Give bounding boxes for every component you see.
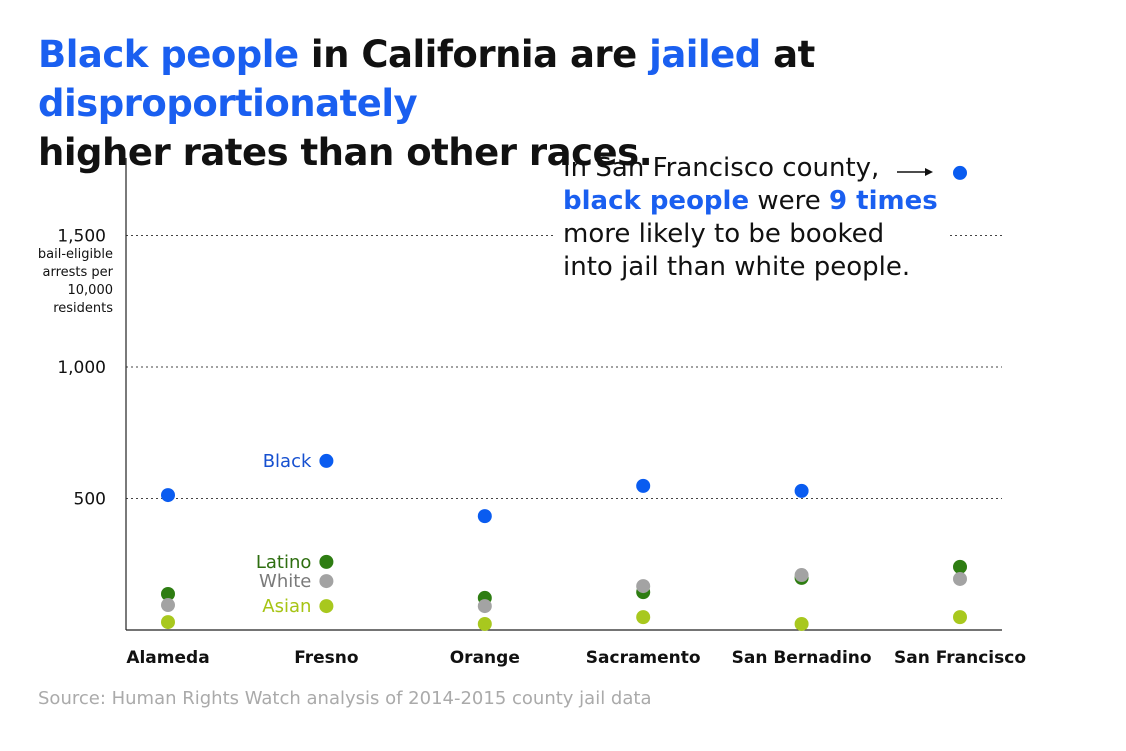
- x-tick-label: San Francisco: [894, 648, 1026, 668]
- data-point-asian: [636, 610, 651, 625]
- title-part: Black people: [38, 33, 299, 76]
- data-point-latino: [319, 554, 334, 569]
- x-tick-label: Sacramento: [586, 648, 701, 668]
- data-point-black: [319, 453, 334, 468]
- data-point-white: [636, 579, 651, 594]
- annotation-line: In San Francisco county,: [563, 153, 880, 183]
- y-axis-label: bail-eligible: [38, 247, 113, 262]
- x-tick-label: Orange: [450, 648, 520, 668]
- data-point-white: [794, 568, 809, 583]
- arrow-head-icon: [925, 168, 933, 176]
- data-point-asian: [319, 599, 334, 614]
- data-point-black: [477, 509, 492, 524]
- data-point-asian: [794, 616, 809, 631]
- title-part: jailed: [649, 33, 761, 76]
- y-tick-label: 1,000: [57, 358, 106, 378]
- data-point-asian: [161, 615, 175, 630]
- data-point-latino: [953, 559, 967, 574]
- data-point-white: [477, 599, 492, 614]
- data-point-black: [636, 478, 651, 493]
- y-axis-label: residents: [53, 301, 113, 316]
- annotation: In San Francisco county, black people we…: [563, 152, 938, 284]
- x-tick-label: San Bernadino: [732, 648, 872, 668]
- annotation-text: were: [749, 186, 829, 216]
- x-tick-label: Fresno: [294, 648, 358, 668]
- source-note: Source: Human Rights Watch analysis of 2…: [38, 688, 652, 709]
- chart-title: Black people in California are jailed at…: [38, 30, 1126, 177]
- data-point-black: [161, 488, 175, 503]
- data-point-white: [953, 571, 967, 586]
- data-point-black: [794, 483, 809, 498]
- data-point-white: [161, 598, 175, 613]
- title-part: at: [760, 33, 815, 76]
- title-part: higher rates than other races.: [38, 131, 653, 174]
- legend-label-latino: Latino: [256, 552, 312, 573]
- annotation-line: into jail than white people.: [563, 252, 911, 282]
- y-axis-label: 10,000: [68, 283, 114, 298]
- annotation-highlight: black people: [563, 186, 750, 216]
- legend-label-white: White: [259, 571, 311, 592]
- title-part: in California are: [298, 33, 650, 76]
- data-point-white: [319, 574, 334, 589]
- annotation-highlight: 9 times: [829, 186, 938, 216]
- y-axis-label: arrests per: [42, 265, 113, 280]
- data-point-asian: [953, 610, 967, 625]
- x-tick-label: Alameda: [126, 648, 209, 668]
- annotation-line: more likely to be booked: [563, 219, 885, 249]
- legend-label-asian: Asian: [262, 596, 311, 617]
- data-point-latino: [161, 586, 175, 601]
- data-point-asian: [477, 616, 492, 631]
- legend-label-black: Black: [263, 451, 312, 472]
- y-tick-label: 1,500: [57, 227, 106, 247]
- title-part: disproportionately: [38, 82, 418, 125]
- y-tick-label: 500: [74, 490, 106, 510]
- data-point-black: [953, 165, 967, 180]
